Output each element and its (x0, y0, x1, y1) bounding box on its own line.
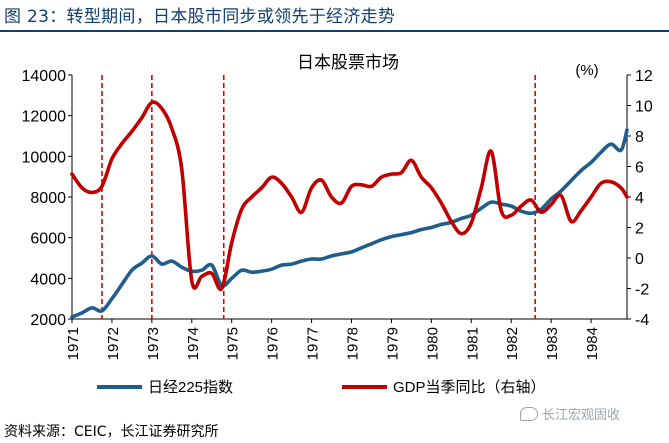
y-right-tick-label: 6 (635, 160, 644, 177)
vline-layer (101, 75, 536, 319)
right-axis-unit: (%) (575, 62, 598, 79)
y-left-tick-label: 12000 (22, 109, 67, 126)
y-left-tick-label: 14000 (22, 68, 67, 85)
gdp-series-line (70, 100, 629, 292)
y-right-tick-label: -2 (635, 282, 649, 299)
x-tick-label: 1984 (584, 327, 601, 360)
y-right-tick-label: 4 (635, 190, 644, 207)
wechat-icon (520, 406, 538, 421)
x-tick-label: 1976 (265, 327, 282, 360)
x-tick-label: 1974 (185, 327, 202, 360)
figure-title: 图 23：转型期间，日本股市同步或领先于经济走势 (4, 7, 396, 27)
chart-title: 日本股票市场 (297, 53, 399, 72)
y-left-tick-label: 10000 (22, 149, 67, 166)
x-tick-label: 1978 (344, 327, 361, 360)
x-tick-label: 1980 (424, 327, 441, 360)
legend-label-gdp: GDP当季同比（右轴） (393, 379, 546, 396)
y-right-tick-label: -4 (635, 312, 649, 329)
x-tick-label: 1975 (225, 327, 242, 360)
x-tick-label: 1979 (384, 327, 401, 360)
x-tick-label: 1981 (464, 327, 481, 360)
legend-label-nikkei: 日经225指数 (148, 379, 233, 396)
x-tick-label: 1972 (105, 327, 122, 360)
y-right-tick-label: 8 (635, 129, 644, 146)
y-left-tick-label: 4000 (30, 271, 66, 288)
watermark: 长江宏观固收 (520, 404, 620, 423)
source-note: 资料来源：CEIC，长江证券研究所 (4, 424, 219, 440)
x-tick-label: 1983 (544, 327, 561, 360)
nikkei-series-line (70, 128, 629, 319)
y-right-tick-label: 2 (635, 221, 644, 238)
title-divider (0, 30, 669, 32)
x-tick-label: 1971 (65, 327, 82, 360)
nikkei-gdp-chart: 日本股票市场 (%) 2000 4000 6000 8000 10000 12000 140… (22, 53, 653, 396)
y-left-tick-label: 6000 (30, 231, 66, 248)
x-tick-label: 1977 (305, 327, 322, 360)
y-right-tick-label: 0 (635, 251, 644, 268)
y-right-tick-label: 10 (635, 99, 653, 116)
series-layer (70, 100, 629, 319)
y-right-tick-label: 12 (635, 68, 653, 85)
y-left-tick-label: 8000 (30, 190, 66, 207)
x-tick-label: 1982 (504, 327, 521, 360)
x-tick-label: 1973 (145, 327, 162, 360)
watermark-text: 长江宏观固收 (542, 408, 621, 423)
y-left-tick-label: 2000 (30, 312, 66, 329)
axes-layer: 2000 4000 6000 8000 10000 12000 14000 -4 -2 0 2 4 6 8… (22, 68, 653, 360)
legend: 日经225指数 GDP当季同比（右轴） (97, 379, 546, 396)
